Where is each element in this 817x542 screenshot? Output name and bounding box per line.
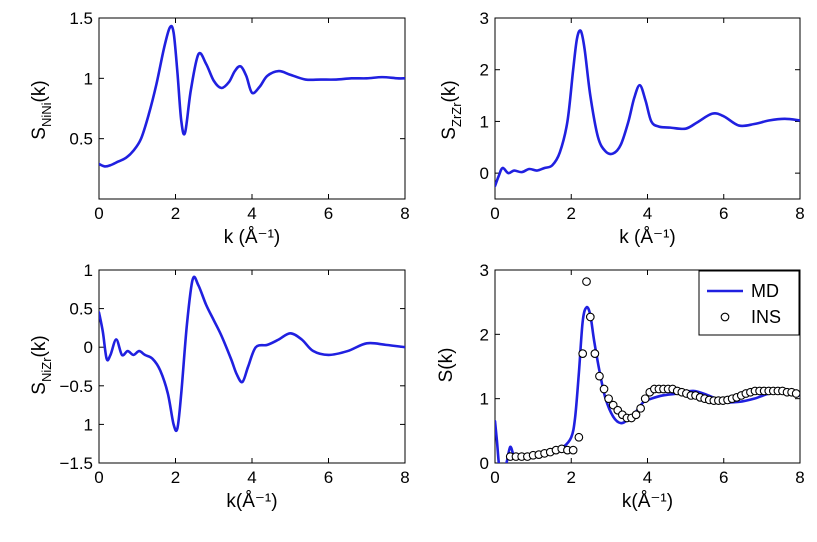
panel-total: 0 2 4 6 8 0 1 2 3 k(Å⁻¹) S(k) MD INS [436, 261, 805, 512]
y-tick-label: −0.5 [59, 377, 93, 396]
panel-zrzr: 0 2 4 6 8 0 1 2 3 k (Å⁻¹) SZrZr(k) [439, 9, 805, 248]
y-axis-label: SZrZr(k) [439, 80, 464, 139]
ins-data-point [631, 410, 641, 420]
y-tick-label: 2 [480, 325, 489, 344]
x-axis-label: k(Å⁻¹) [226, 491, 277, 512]
series-line-md [99, 275, 405, 433]
legend-md-label: MD [751, 281, 779, 301]
x-tick-label: 8 [400, 468, 409, 487]
x-tick-label: 2 [171, 468, 180, 487]
ins-data-point [568, 445, 578, 455]
y-tick-label: 1.5 [69, 9, 93, 28]
y-axis-label-tail: (k) [439, 80, 460, 102]
y-tick-label: 3 [480, 9, 489, 28]
y-tick-label: 0 [84, 338, 93, 357]
series-line-md [495, 29, 800, 188]
y-axis-label: SNiZr(k) [29, 335, 54, 394]
y-axis-label-tail: (k) [29, 335, 50, 357]
legend-ins-swatch [720, 312, 730, 322]
y-tick-label: 1 [480, 390, 489, 409]
legend: MD INS [698, 270, 800, 336]
y-tick-label: 1 [84, 415, 93, 434]
y-tick-label: 1 [84, 261, 93, 280]
ins-data-point [604, 394, 613, 404]
x-tick-label: 6 [719, 204, 728, 223]
x-tick-label: 6 [719, 468, 728, 487]
y-tick-label: 0 [480, 164, 489, 183]
y-tick-label: 3 [480, 261, 489, 280]
y-axis-label-sub: NiNi [39, 102, 54, 127]
y-axis-label-sub: NiZr [39, 357, 54, 382]
y-axis-label-main: S [29, 382, 50, 395]
ins-data-point [585, 312, 595, 322]
x-tick-label: 0 [94, 468, 103, 487]
y-axis-label-main: S(k) [436, 348, 457, 383]
plot-frame [98, 269, 406, 464]
y-axis-label-main: S [439, 127, 460, 140]
x-tick-label: 6 [324, 468, 333, 487]
x-axis-label: k (Å⁻¹) [224, 227, 280, 248]
x-tick-label: 2 [171, 204, 180, 223]
legend-box [698, 270, 800, 336]
ins-data-point [595, 371, 604, 381]
panel-nizr: 0 2 4 6 8 −1.5 1 −0.5 0 0.5 1 k(Å⁻¹) SNiZr(k) [29, 261, 410, 512]
x-axis-label: k(Å⁻¹) [622, 491, 673, 512]
ins-data-point [791, 389, 801, 398]
x-tick-label: 8 [795, 468, 804, 487]
ins-data-point [636, 403, 645, 413]
x-axis-label: k (Å⁻¹) [619, 227, 675, 248]
y-tick-label: 0.5 [69, 300, 93, 319]
y-tick-label: 1 [84, 69, 93, 88]
panel-nini: 0 2 4 6 8 0.5 1 1.5 k (Å⁻¹) SNiNi(k) [29, 9, 410, 248]
y-axis-label-sub: ZrZr [449, 102, 464, 127]
x-tick-label: 4 [643, 204, 652, 223]
x-tick-label: 4 [247, 204, 256, 223]
x-tick-label: 6 [324, 204, 333, 223]
x-tick-label: 4 [247, 468, 256, 487]
legend-ins-label: INS [751, 307, 781, 327]
y-axis-label-main: S [29, 127, 50, 140]
y-tick-label: −1.5 [59, 454, 93, 473]
x-tick-label: 0 [490, 468, 499, 487]
y-tick-label: 0.5 [69, 130, 93, 149]
x-tick-label: 8 [795, 204, 804, 223]
series-line-md [99, 24, 405, 168]
y-axis-label: SNiNi(k) [29, 80, 54, 139]
x-tick-label: 0 [490, 204, 499, 223]
plot-frame [98, 17, 406, 200]
x-tick-label: 4 [643, 468, 652, 487]
ins-data-point [640, 394, 650, 404]
y-axis-label: S(k) [436, 348, 457, 383]
ins-data-point [582, 277, 591, 286]
x-tick-label: 8 [400, 204, 409, 223]
ins-data-point [578, 349, 588, 358]
x-tick-label: 0 [94, 204, 103, 223]
ins-data-point [574, 432, 584, 442]
y-tick-label: 1 [480, 112, 489, 131]
x-tick-label: 2 [567, 468, 576, 487]
x-tick-label: 2 [567, 204, 576, 223]
ins-data-point [590, 349, 600, 358]
y-tick-label: 2 [480, 61, 489, 80]
y-axis-label-tail: (k) [29, 80, 50, 102]
ins-data-point [599, 384, 609, 394]
y-tick-label: 0 [480, 454, 489, 473]
